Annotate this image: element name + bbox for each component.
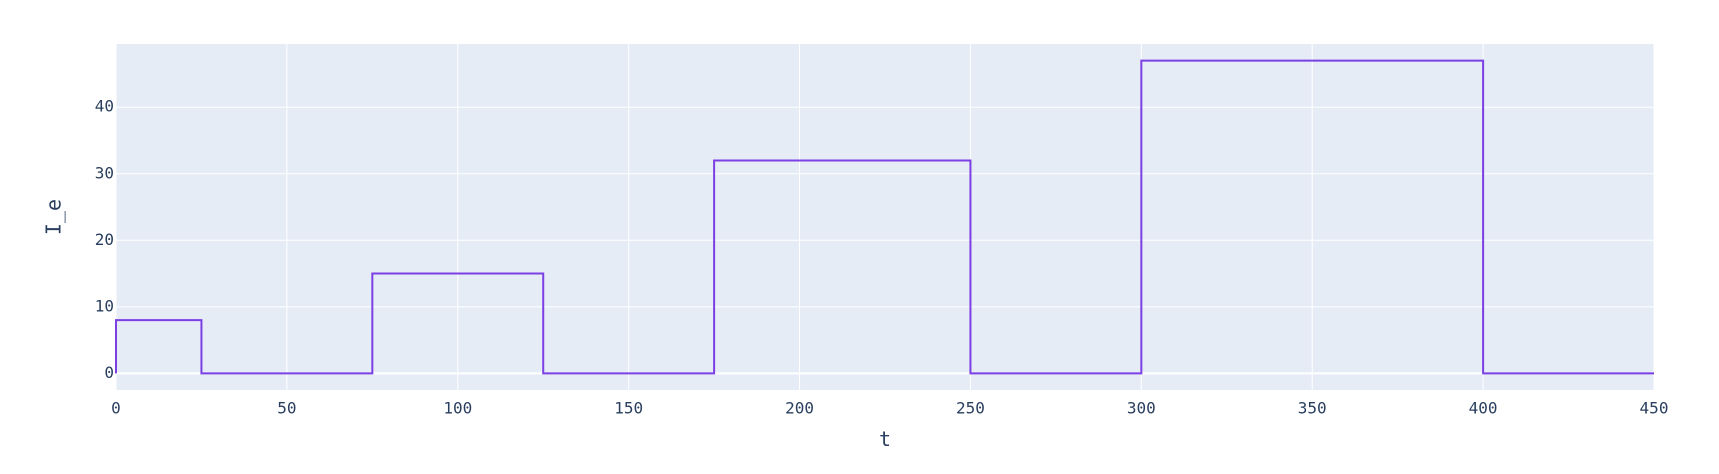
series-layer [115,59,1654,375]
x-tick-label: 400 [1469,399,1498,418]
y-tick-label: 10 [95,296,114,315]
x-tick-label: 50 [277,399,296,418]
x-tick-label: 350 [1298,399,1327,418]
y-tick-labels: 0 10 20 30 40 [95,97,114,382]
x-tick-label: 100 [443,399,472,418]
y-tick-label: 40 [95,97,114,116]
x-tick-label: 300 [1127,399,1156,418]
y-axis-title: I_e [42,199,66,235]
plot-area [116,44,1654,390]
x-tick-label: 200 [785,399,814,418]
x-tick-label: 250 [956,399,985,418]
y-tick-label: 0 [104,363,114,382]
x-tick-label: 0 [111,399,121,418]
series-line-0 [115,59,1654,375]
x-tick-label: 150 [614,399,643,418]
y-tick-label: 20 [95,230,114,249]
y-tick-label: 30 [95,163,114,182]
x-tick-labels: 0 50 100 150 200 250 300 350 400 450 [111,399,1668,418]
x-tick-label: 450 [1640,399,1669,418]
x-axis-title: t [879,427,891,451]
